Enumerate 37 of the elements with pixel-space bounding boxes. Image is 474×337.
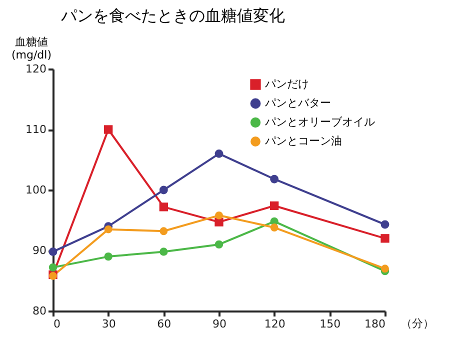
point (215, 211, 223, 220)
x-tick-label: 180 (364, 318, 386, 330)
y-tick-label: 100 (26, 184, 46, 196)
point (214, 240, 224, 249)
point (380, 220, 390, 229)
x-tick-label: 0 (54, 318, 60, 330)
legend-label: パンとコーン油 (264, 134, 342, 148)
point (214, 149, 224, 158)
point (159, 186, 168, 194)
point (104, 225, 112, 234)
legend-label: パンとバター (264, 96, 331, 110)
point (270, 224, 278, 232)
point (104, 125, 113, 134)
point (270, 201, 279, 210)
point (159, 202, 168, 212)
x-tick-label: 120 (264, 318, 286, 330)
point (270, 174, 279, 184)
point (48, 248, 58, 256)
chart-title: パンを食べたときの血糖値変化 (60, 6, 285, 25)
y-tick-label: 120 (26, 62, 46, 76)
x-tick-label: 150 (320, 318, 341, 330)
y-tick-label: 90 (32, 244, 46, 257)
x-tick-label: 60 (157, 318, 172, 330)
point (104, 252, 112, 261)
y-tick-label: 110 (26, 123, 46, 136)
y-tick-label: 80 (32, 304, 46, 318)
legend-label: パンとオリーブオイル (264, 116, 375, 128)
legend-label: パンだけ (264, 78, 309, 90)
point (380, 234, 390, 243)
point (381, 264, 389, 273)
x-tick-label: 30 (102, 318, 116, 330)
point (160, 227, 168, 236)
x-tick-label: 90 (212, 318, 226, 330)
x-axis-title: （分） (401, 317, 434, 330)
point (48, 263, 58, 272)
y-axis-title: 血糖値 (mg/dl) (11, 36, 52, 62)
point (160, 248, 168, 256)
